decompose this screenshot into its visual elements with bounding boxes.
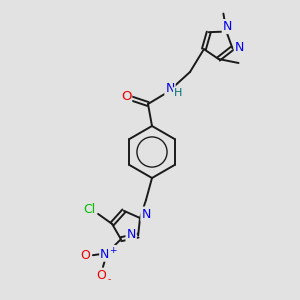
Text: O: O [80,249,90,262]
Text: O: O [96,269,106,282]
Text: -: - [107,275,110,284]
Text: N: N [100,248,110,261]
Text: Cl: Cl [83,203,95,216]
Text: N: N [235,40,244,54]
Text: N: N [141,208,151,220]
Text: H: H [174,88,182,98]
Text: N: N [165,82,175,95]
Text: N: N [127,228,136,241]
Text: +: + [109,246,117,255]
Text: N: N [223,20,232,33]
Text: O: O [121,89,131,103]
